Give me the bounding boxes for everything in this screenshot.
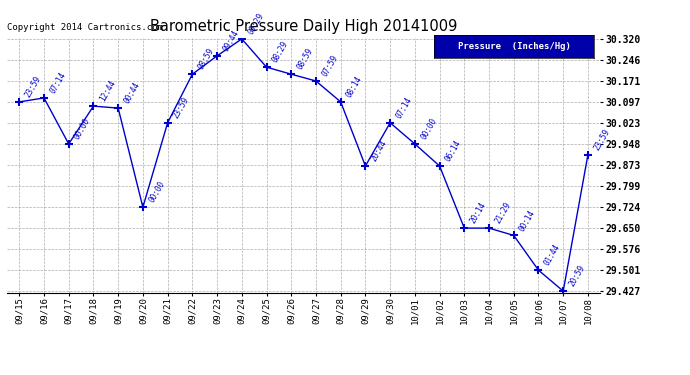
Text: 00:44: 00:44	[122, 81, 141, 105]
Text: 07:59: 07:59	[320, 54, 339, 78]
Text: 01:44: 01:44	[542, 243, 562, 267]
Text: 07:14: 07:14	[48, 70, 68, 95]
Title: Barometric Pressure Daily High 20141009: Barometric Pressure Daily High 20141009	[150, 19, 457, 34]
Text: 20:44: 20:44	[370, 139, 389, 163]
Text: 07:14: 07:14	[394, 96, 414, 120]
Text: 00:14: 00:14	[518, 208, 538, 232]
Text: 06:14: 06:14	[444, 139, 463, 163]
Text: 20:59: 20:59	[567, 264, 586, 288]
Text: 08:59: 08:59	[197, 47, 216, 71]
Text: 23:59: 23:59	[23, 75, 43, 99]
Text: 21:29: 21:29	[493, 201, 513, 225]
Text: Copyright 2014 Cartronics.com: Copyright 2014 Cartronics.com	[7, 22, 163, 32]
Text: 00:00: 00:00	[419, 117, 438, 141]
Text: 00:00: 00:00	[147, 180, 166, 204]
Text: 23:59: 23:59	[592, 128, 611, 152]
Text: 23:59: 23:59	[172, 96, 191, 120]
Text: 08:14: 08:14	[345, 75, 364, 99]
Text: 00:00: 00:00	[73, 117, 92, 141]
Text: 20:14: 20:14	[469, 201, 488, 225]
Text: 08:59: 08:59	[295, 47, 315, 71]
Text: 12:44: 12:44	[97, 79, 117, 104]
Text: 09:29: 09:29	[246, 12, 266, 36]
Text: 09:44: 09:44	[221, 28, 241, 53]
Text: 08:29: 08:29	[270, 40, 290, 64]
